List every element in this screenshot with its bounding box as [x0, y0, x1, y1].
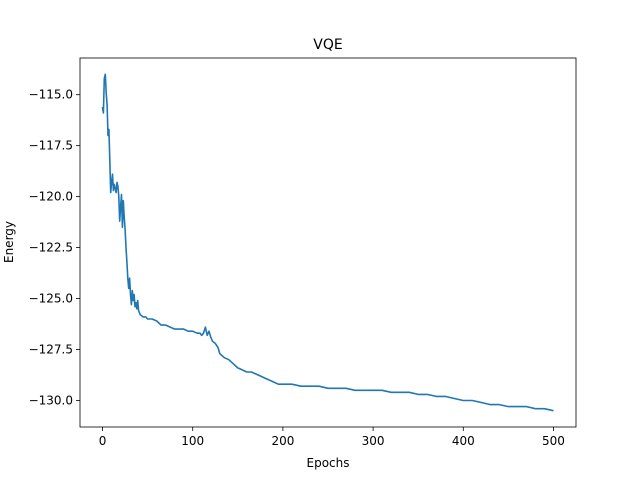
x-tick-label: 400 — [452, 434, 475, 448]
axes-frame — [79, 57, 577, 428]
x-tick-label: 300 — [362, 434, 385, 448]
y-tick-label: −127.5 — [29, 343, 73, 357]
y-tick-label: −117.5 — [29, 139, 73, 153]
y-tick-label: −122.5 — [29, 241, 73, 255]
y-tick-label: −120.0 — [29, 190, 73, 204]
y-axis-label: Energy — [2, 221, 16, 263]
y-axis-ticks: −130.0 −127.5 −125.0 −122.5 −120.0 −117.5 −115… — [29, 88, 80, 407]
chart-title: VQE — [313, 37, 342, 53]
x-axis-ticks: 0 100 200 300 400 500 — [99, 427, 565, 448]
y-tick-label: −130.0 — [29, 393, 73, 407]
y-tick-label: −115.0 — [29, 88, 73, 102]
y-tick-label: −125.0 — [29, 292, 73, 306]
plot-area — [101, 73, 554, 412]
x-tick-label: 500 — [542, 434, 565, 448]
series-line — [101, 73, 554, 412]
x-axis-label: Epochs — [307, 456, 350, 470]
x-tick-label: 0 — [99, 434, 107, 448]
x-tick-label: 100 — [181, 434, 204, 448]
x-tick-label: 200 — [271, 434, 294, 448]
